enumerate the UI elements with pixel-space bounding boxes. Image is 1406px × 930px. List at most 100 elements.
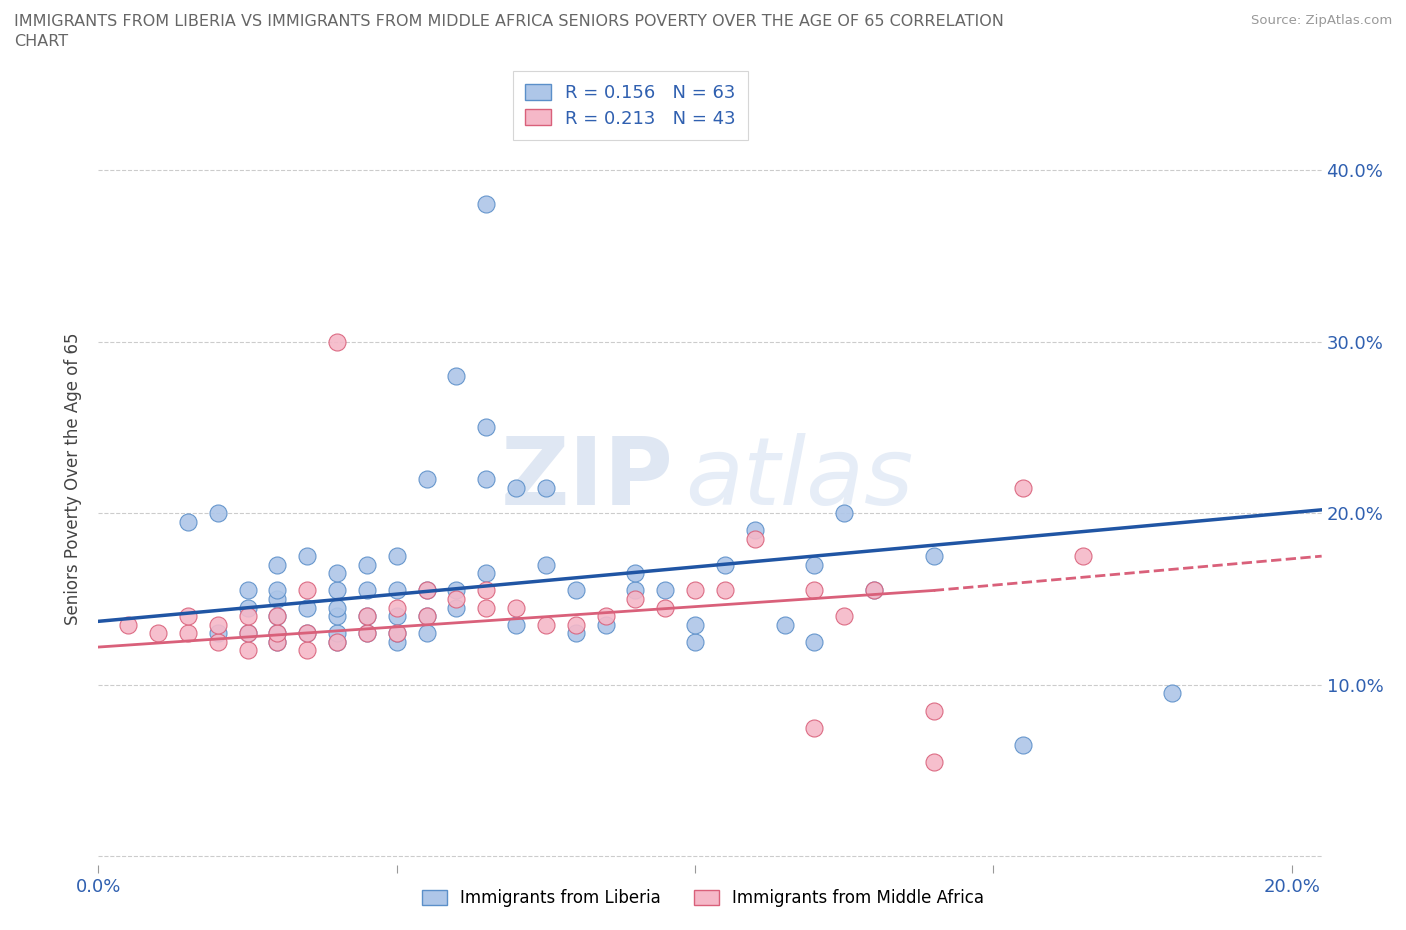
Point [505, 480, 527, 495]
Point [475, 565, 498, 580]
Point [773, 618, 796, 632]
Point [714, 557, 737, 572]
Point [922, 703, 945, 718]
Point [803, 634, 825, 649]
Point [266, 609, 288, 624]
Point [475, 420, 498, 435]
Point [236, 583, 259, 598]
Point [326, 609, 349, 624]
Point [177, 609, 200, 624]
Point [356, 609, 378, 624]
Point [266, 634, 288, 649]
Point [475, 583, 498, 598]
Point [385, 626, 408, 641]
Point [236, 626, 259, 641]
Legend: R = 0.156   N = 63, R = 0.213   N = 43: R = 0.156 N = 63, R = 0.213 N = 43 [513, 72, 748, 140]
Point [475, 197, 498, 212]
Point [326, 334, 349, 349]
Point [1161, 686, 1184, 701]
Point [385, 583, 408, 598]
Point [177, 514, 200, 529]
Point [385, 609, 408, 624]
Point [236, 600, 259, 615]
Point [863, 583, 886, 598]
Point [266, 609, 288, 624]
Point [683, 634, 706, 649]
Y-axis label: Seniors Poverty Over the Age of 65: Seniors Poverty Over the Age of 65 [65, 333, 83, 625]
Point [207, 634, 229, 649]
Point [177, 626, 200, 641]
Point [297, 626, 319, 641]
Point [505, 600, 527, 615]
Point [534, 557, 557, 572]
Point [326, 600, 349, 615]
Point [565, 626, 588, 641]
Text: CHART: CHART [14, 34, 67, 49]
Point [415, 626, 437, 641]
Point [654, 600, 676, 615]
Point [297, 600, 319, 615]
Point [266, 583, 288, 598]
Point [415, 583, 437, 598]
Point [832, 609, 855, 624]
Point [415, 583, 437, 598]
Point [415, 609, 437, 624]
Point [565, 583, 588, 598]
Point [297, 626, 319, 641]
Point [744, 532, 766, 547]
Point [714, 583, 737, 598]
Point [356, 626, 378, 641]
Point [297, 583, 319, 598]
Point [415, 472, 437, 486]
Point [146, 626, 169, 641]
Point [475, 600, 498, 615]
Point [446, 600, 468, 615]
Point [266, 557, 288, 572]
Point [117, 618, 139, 632]
Point [624, 583, 647, 598]
Point [534, 618, 557, 632]
Point [207, 618, 229, 632]
Legend: Immigrants from Liberia, Immigrants from Middle Africa: Immigrants from Liberia, Immigrants from… [412, 879, 994, 917]
Point [683, 583, 706, 598]
Point [356, 557, 378, 572]
Point [803, 583, 825, 598]
Point [236, 626, 259, 641]
Point [236, 609, 259, 624]
Point [326, 634, 349, 649]
Point [624, 591, 647, 606]
Point [207, 506, 229, 521]
Point [595, 609, 617, 624]
Text: atlas: atlas [686, 433, 914, 525]
Point [356, 626, 378, 641]
Point [744, 523, 766, 538]
Point [863, 583, 886, 598]
Point [356, 609, 378, 624]
Point [1012, 480, 1035, 495]
Point [415, 609, 437, 624]
Text: ZIP: ZIP [501, 433, 673, 525]
Point [326, 583, 349, 598]
Point [595, 618, 617, 632]
Point [654, 583, 676, 598]
Point [803, 557, 825, 572]
Point [505, 618, 527, 632]
Point [385, 600, 408, 615]
Point [683, 618, 706, 632]
Point [1012, 737, 1035, 752]
Point [475, 472, 498, 486]
Point [832, 506, 855, 521]
Text: IMMIGRANTS FROM LIBERIA VS IMMIGRANTS FROM MIDDLE AFRICA SENIORS POVERTY OVER TH: IMMIGRANTS FROM LIBERIA VS IMMIGRANTS FR… [14, 14, 1004, 29]
Point [297, 643, 319, 658]
Point [266, 626, 288, 641]
Point [266, 634, 288, 649]
Point [385, 634, 408, 649]
Point [385, 549, 408, 564]
Point [266, 591, 288, 606]
Point [446, 591, 468, 606]
Point [534, 480, 557, 495]
Point [297, 549, 319, 564]
Text: Source: ZipAtlas.com: Source: ZipAtlas.com [1251, 14, 1392, 27]
Point [326, 634, 349, 649]
Point [565, 618, 588, 632]
